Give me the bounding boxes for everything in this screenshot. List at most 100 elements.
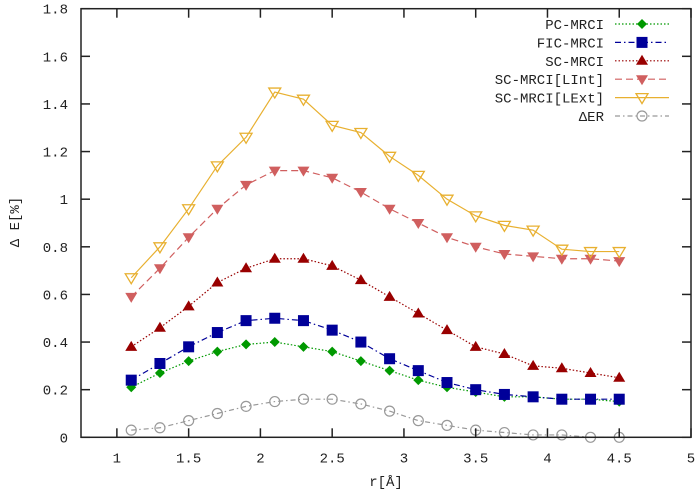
- data-point: [585, 393, 597, 405]
- data-point: [525, 225, 541, 238]
- data-point: [125, 292, 138, 303]
- data-point: [412, 307, 425, 318]
- data-point: [382, 151, 397, 164]
- data-point: [296, 94, 311, 107]
- legend-label: SC-MRCI[LInt]: [495, 73, 604, 89]
- data-point: [353, 127, 369, 140]
- data-point: [297, 252, 310, 263]
- data-point: [154, 357, 166, 369]
- data-point: [154, 422, 166, 434]
- data-point: [556, 393, 568, 405]
- data-point: [354, 274, 367, 285]
- legend-entry: ΔER: [579, 110, 669, 126]
- x-tick-label: 1: [113, 451, 121, 467]
- data-point: [584, 367, 597, 378]
- data-point: [411, 170, 426, 183]
- data-point: [355, 356, 366, 367]
- data-point: [527, 391, 539, 403]
- y-tick-label: 0.8: [43, 241, 68, 257]
- data-point: [211, 327, 223, 339]
- data-point: [181, 204, 196, 216]
- data-point: [384, 353, 396, 365]
- y-tick-label: 1.4: [43, 98, 68, 114]
- data-point: [441, 324, 453, 335]
- y-tick-label: 0.4: [43, 336, 68, 352]
- data-point: [152, 242, 168, 255]
- legend-entry: SC-MRCI[LExt]: [495, 92, 669, 108]
- data-point: [125, 374, 137, 386]
- legend-label: SC-MRCI[LExt]: [495, 92, 604, 108]
- data-point: [441, 233, 453, 244]
- legend-entry: PC-MRCI: [545, 18, 669, 34]
- data-point: [268, 166, 281, 177]
- data-point: [412, 365, 424, 377]
- data-point: [325, 120, 340, 133]
- data-point: [355, 398, 367, 410]
- data-point: [612, 246, 627, 259]
- legend-label: PC-MRCI: [545, 18, 604, 34]
- data-point: [297, 393, 310, 405]
- data-point: [240, 315, 252, 327]
- legend-marker: [636, 54, 648, 65]
- legend-label: SC-MRCI: [545, 55, 604, 71]
- series-line: [130, 341, 620, 403]
- series-FIC-MRCI: [125, 312, 625, 405]
- x-tick-label: 4: [543, 451, 551, 467]
- data-point: [556, 429, 568, 441]
- data-point: [498, 347, 511, 358]
- data-point: [210, 161, 225, 174]
- data-point: [383, 204, 396, 215]
- data-point: [154, 368, 165, 379]
- x-tick-label: 3: [400, 451, 408, 467]
- data-point: [441, 377, 453, 389]
- x-tick-label: 2.5: [320, 451, 345, 467]
- data-point: [182, 300, 195, 311]
- series-SC-MRCI: [125, 252, 626, 382]
- data-point: [383, 405, 396, 417]
- data-point: [439, 194, 455, 207]
- data-point: [269, 312, 281, 324]
- data-point: [125, 340, 138, 351]
- y-tick-label: 1.2: [43, 146, 68, 162]
- data-point: [297, 166, 310, 177]
- data-point: [555, 254, 568, 265]
- data-point: [211, 407, 223, 420]
- data-point: [125, 424, 137, 436]
- data-point: [613, 257, 626, 268]
- series-PC-MRCI: [126, 337, 625, 407]
- axes: 1 1.5 2 2.5 3 3.5 4 4.5 5 0 0.2 0.4 0.6 0.8 1 1.2 1.4 1.6…: [43, 3, 695, 468]
- data-point: [554, 244, 569, 257]
- data-point: [182, 233, 195, 244]
- y-tick-label: 0: [60, 431, 68, 447]
- series-line: [130, 258, 620, 379]
- data-point: [153, 321, 166, 332]
- legend-marker: [636, 36, 648, 48]
- series-line: [130, 91, 620, 279]
- legend-label: ΔER: [579, 110, 605, 126]
- series-line: [131, 398, 620, 438]
- y-axis-label: Δ E[%]: [8, 197, 24, 247]
- series-line: [130, 317, 620, 400]
- data-point: [441, 419, 453, 431]
- data-point: [153, 264, 166, 275]
- legend-marker: [637, 19, 647, 29]
- legend-marker: [636, 110, 648, 122]
- data-point: [211, 276, 224, 287]
- data-point: [241, 339, 252, 350]
- data-point: [413, 375, 424, 386]
- data-point: [470, 384, 482, 396]
- data-point: [269, 395, 281, 408]
- data-point: [240, 180, 253, 191]
- data-point: [124, 273, 139, 286]
- series-ΔER: [125, 393, 625, 443]
- y-tick-label: 1: [60, 193, 68, 209]
- data-point: [498, 249, 511, 260]
- data-point: [498, 388, 510, 400]
- data-point: [326, 393, 338, 405]
- data-point: [584, 254, 597, 265]
- legend-marker: [634, 92, 650, 105]
- legend-label: FIC-MRCI: [537, 36, 604, 52]
- data-point: [383, 290, 396, 301]
- data-point: [469, 340, 482, 351]
